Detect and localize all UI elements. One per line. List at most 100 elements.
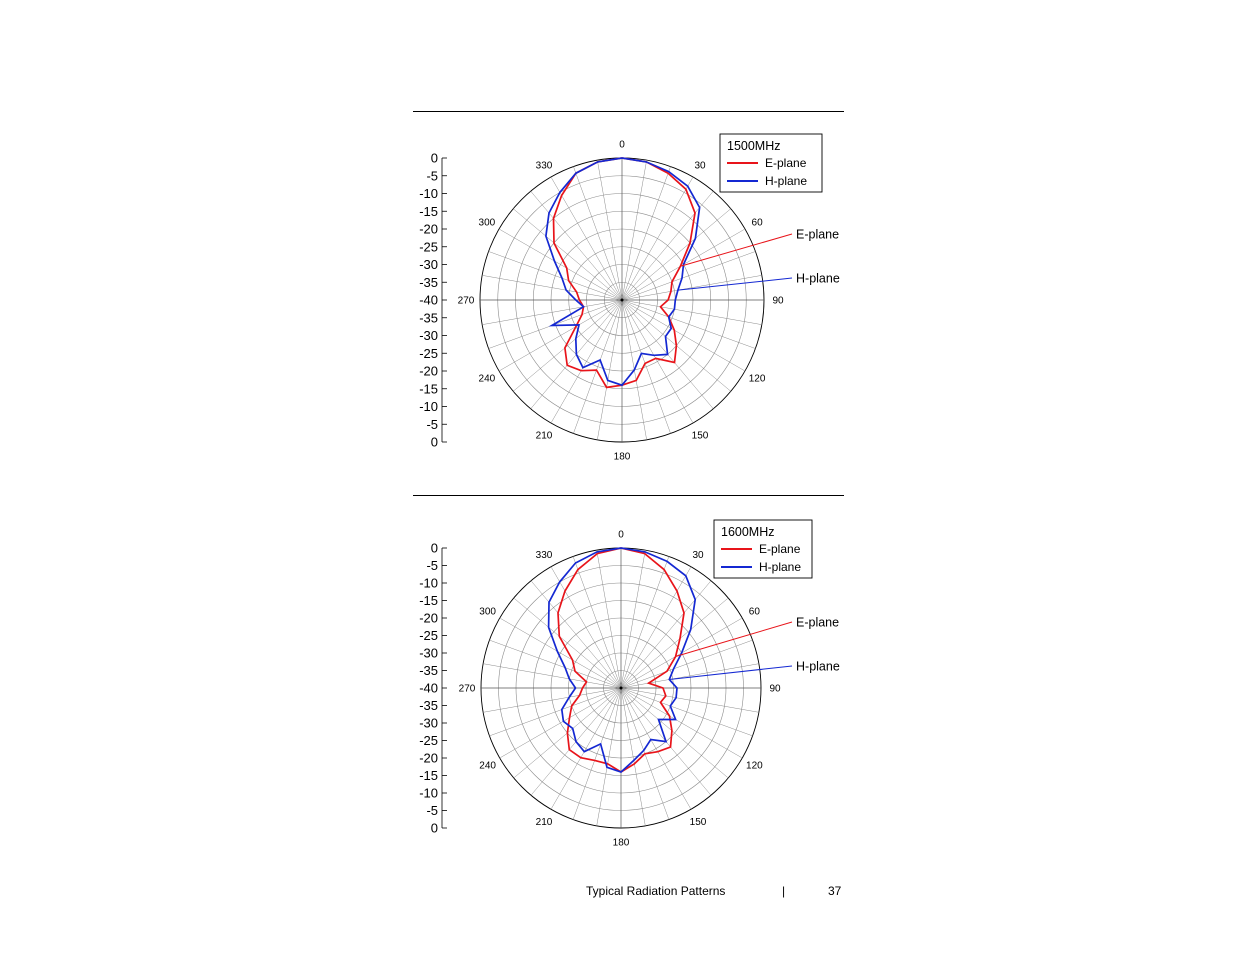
grid-spoke [620, 687, 753, 737]
angle-label: 60 [752, 218, 764, 229]
angle-label: 330 [536, 550, 553, 561]
callout-label: E-plane [796, 616, 839, 630]
radial-scale-tick-label: -40 [419, 681, 438, 696]
grid-spoke [621, 275, 762, 301]
angle-label: 180 [613, 838, 630, 849]
grid-spoke [621, 299, 756, 349]
radial-scale-tick-label: -20 [419, 611, 438, 626]
footer-separator: | [782, 884, 786, 898]
grid-spoke [620, 556, 670, 689]
legend-entry-label: H-plane [759, 560, 801, 574]
h-plane-trace [545, 157, 701, 387]
grid-spoke [482, 275, 623, 301]
polar-chart-1500mhz-svg: 0 30 60 90 120 150 180 210 240 270 300 330 0 -5 -10 -15… [419, 133, 840, 463]
callout-leader-e-plane-trace [675, 621, 793, 657]
radial-scale-tick-label: -30 [419, 257, 438, 272]
polar-chart-1600mhz-svg: 0 30 60 90 120 150 180 210 240 270 300 330 0 -5 -10 -15… [419, 519, 840, 849]
grid-spoke [596, 687, 622, 826]
grid-spoke [482, 299, 623, 325]
grid-spoke [620, 687, 759, 713]
radial-scale-tick-label: -25 [419, 628, 438, 643]
radial-scale-tick-label: -40 [419, 293, 438, 308]
angle-label: 30 [692, 550, 704, 561]
top-rule-1 [413, 111, 844, 112]
radial-scale-tick-label: -20 [419, 751, 438, 766]
grid-spoke [621, 176, 694, 301]
grid-spoke [620, 597, 729, 689]
grid-spoke [530, 580, 622, 689]
radial-scale-tick-label: -5 [426, 803, 438, 818]
angle-label: 210 [536, 817, 553, 828]
callout-leader-e-plane-trace [680, 233, 793, 267]
grid-spoke [488, 251, 623, 301]
callout-label: E-plane [796, 228, 839, 242]
grid-spoke [621, 208, 731, 301]
grid-spoke [572, 687, 622, 820]
radial-scale-tick-label: -30 [419, 716, 438, 731]
radial-scale-tick-label: -35 [419, 663, 438, 678]
radial-scale-tick-label: 0 [431, 435, 438, 450]
radial-scale-tick-label: -10 [419, 786, 438, 801]
grid-spoke [483, 687, 622, 713]
legend-entry-label: E-plane [759, 542, 801, 556]
angle-label: 240 [479, 761, 496, 772]
radial-scale-tick-label: -20 [419, 364, 438, 379]
top-rule-2 [413, 495, 844, 496]
angle-label: 270 [458, 296, 475, 307]
angle-label: 270 [459, 684, 476, 695]
legend-entry-label: H-plane [765, 174, 807, 188]
center-point [619, 686, 623, 690]
grid-spoke [499, 617, 622, 689]
radial-scale-tick-label: -25 [419, 239, 438, 254]
grid-spoke [550, 566, 622, 689]
radial-scale-tick-label: -25 [419, 733, 438, 748]
angle-label: 210 [536, 431, 553, 442]
grid-spoke [621, 251, 756, 301]
grid-spoke [620, 639, 753, 689]
grid-spoke [499, 687, 622, 759]
radial-scale-tick-label: -5 [426, 417, 438, 432]
polar-chart-1600mhz: 0 30 60 90 120 150 180 210 240 270 300 330 0 -5 -10 -15… [400, 518, 860, 858]
angle-label: 300 [479, 607, 496, 618]
radial-scale-tick-label: 0 [431, 151, 438, 166]
radial-scale-tick-label: -35 [419, 275, 438, 290]
h-plane-trace [547, 547, 697, 773]
radial-scale-tick-label: -10 [419, 186, 438, 201]
angle-label: 90 [772, 296, 784, 307]
grid-spoke [498, 299, 623, 372]
angle-label: 330 [536, 160, 553, 171]
grid-spoke [620, 687, 743, 759]
grid-spoke [513, 299, 623, 392]
radial-scale-tick-label: -35 [419, 698, 438, 713]
grid-spoke [620, 663, 759, 689]
radial-scale-tick-label: 0 [431, 541, 438, 556]
radial-scale-tick-label: -15 [419, 768, 438, 783]
grid-spoke [620, 550, 646, 689]
grid-spoke [620, 580, 712, 689]
grid-spoke [513, 208, 623, 301]
radial-scale-tick-label: -15 [419, 381, 438, 396]
radial-scale-tick-label: -25 [419, 346, 438, 361]
angle-label: 30 [694, 160, 706, 171]
grid-spoke [621, 166, 671, 301]
grid-spoke [621, 191, 714, 301]
radial-scale-tick-label: -10 [419, 576, 438, 591]
center-point [620, 298, 624, 302]
radial-scale-tick-label: -15 [419, 204, 438, 219]
radial-scale-tick-label: -35 [419, 310, 438, 325]
angle-label: 240 [479, 374, 496, 385]
grid-spoke [573, 299, 623, 434]
callout-label: H-plane [796, 272, 840, 286]
radial-scale-tick-label: -15 [419, 593, 438, 608]
radial-scale-tick-label: -5 [426, 168, 438, 183]
grid-spoke [489, 639, 622, 689]
grid-spoke [489, 687, 622, 737]
grid-spoke [621, 299, 671, 434]
grid-spoke [572, 556, 622, 689]
grid-spoke [621, 160, 647, 301]
radial-scale-tick-label: -30 [419, 328, 438, 343]
grid-spoke [550, 299, 623, 424]
grid-spoke [483, 663, 622, 689]
angle-label: 120 [746, 761, 763, 772]
grid-spoke [597, 299, 623, 440]
